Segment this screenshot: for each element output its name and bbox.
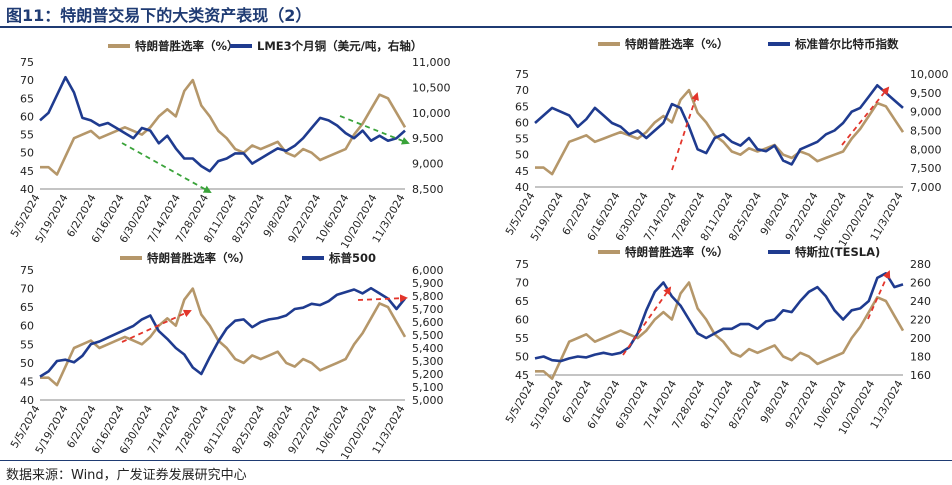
y-left-tick-label: 75 [20,264,34,277]
trend-arrow-red [841,86,890,146]
y-right-tick-label: 280 [910,258,931,271]
trend-arrow-green [339,115,410,145]
y-right-tick-label: 240 [910,295,931,308]
y-left-tick-label: 60 [20,320,34,333]
y-left-tick-label: 50 [515,351,529,364]
y-right-tick-label: 7,500 [910,162,942,175]
y-left-tick-label: 60 [515,314,529,327]
series-line-trump-odds [40,287,407,387]
y-left-tick-label: 65 [515,295,529,308]
y-right-tick-label: 6,000 [412,264,444,277]
legend-label: 特朗普胜选率（%） [625,37,729,51]
series-line-trump-odds [40,78,407,176]
y-right-tick-label: 5,600 [412,316,444,329]
y-right-tick-label: 8,500 [910,125,942,138]
y-left-tick-label: 70 [515,277,529,290]
y-left-tick-label: 40 [20,394,34,407]
trend-arrow-red [622,286,672,356]
title-rule [0,26,952,28]
series-line-asset [534,271,904,363]
y-left-tick-label: 50 [515,149,529,162]
y-left-tick-label: 65 [20,301,34,314]
y-right-tick-label: 10,500 [412,81,451,94]
y-right-tick-label: 8,000 [910,143,942,156]
y-left-tick-label: 40 [515,181,529,194]
source-rule [0,460,952,461]
y-right-tick-label: 9,500 [910,87,942,100]
y-right-tick-label: 5,000 [412,394,444,407]
y-right-tick-label: 7,000 [910,181,942,194]
series-line-trump-odds [535,88,905,176]
y-left-tick-label: 70 [20,283,34,296]
y-right-tick-label: 5,500 [412,329,444,342]
y-left-tick-label: 65 [20,92,34,105]
y-left-tick-label: 45 [20,165,34,178]
figure-title: 图11：特朗普交易下的大类资产表现（2） [6,6,312,25]
y-left-tick-label: 70 [20,74,34,87]
y-right-tick-label: 5,700 [412,303,444,316]
y-left-tick-label: 45 [515,369,529,382]
legend-label: 特朗普胜选率（%） [147,251,251,265]
y-right-tick-label: 8,500 [412,183,444,196]
y-right-tick-label: 260 [910,277,931,290]
y-right-tick-label: 10,000 [910,68,949,81]
series-line-asset [39,75,406,173]
y-left-tick-label: 75 [515,68,529,81]
legend-label: LME3个月铜（美元/吨，右轴） [257,39,422,53]
y-left-tick-label: 45 [20,375,34,388]
y-left-tick-label: 60 [20,110,34,123]
y-left-tick-label: 60 [515,116,529,129]
y-left-tick-label: 65 [515,100,529,113]
y-left-tick-label: 45 [515,165,529,178]
source-note: 数据来源：Wind，广发证券发展研究中心 [6,468,247,483]
y-right-tick-label: 220 [910,314,931,327]
y-left-tick-label: 55 [20,129,34,142]
y-right-tick-label: 9,500 [412,132,444,145]
trend-arrow-red [671,92,699,171]
y-right-tick-label: 5,300 [412,355,444,368]
trend-arrow-red [121,309,192,343]
y-left-tick-label: 40 [20,183,34,196]
y-right-tick-label: 9,000 [910,106,942,119]
series-line-trump-odds [535,281,905,381]
trend-arrow-red [357,294,408,303]
legend-label: 标普500 [328,251,376,265]
legend-label: 特朗普胜选率（%） [625,245,729,259]
y-left-tick-label: 55 [515,133,529,146]
y-right-tick-label: 160 [910,369,931,382]
legend-label: 特朗普胜选率（%） [135,39,239,53]
y-left-tick-label: 50 [20,357,34,370]
y-left-tick-label: 55 [515,332,529,345]
y-right-tick-label: 5,100 [412,381,444,394]
legend-label: 特斯拉(TESLA) [795,245,880,259]
y-right-tick-label: 11,000 [412,56,451,69]
chart-tesla: 455055606570751601802002202402602805/5/2… [504,245,931,437]
y-right-tick-label: 10,000 [412,107,451,120]
y-left-tick-label: 50 [20,147,34,160]
y-right-tick-label: 200 [910,332,931,345]
y-right-tick-label: 5,200 [412,368,444,381]
chart-sp500: 40 45 50 55 60 65 70 75 5,0005,1005,2005,3005,40… [9,251,444,462]
chart-copper: 40 45 50 55 60 65 70 75 8,500 9,000 9,500 10,000 10,… [9,39,451,251]
trend-arrow-green [121,142,212,193]
legend-label: 标准普尔比特币指数 [794,37,899,51]
y-right-tick-label: 9,000 [412,158,444,171]
y-left-tick-label: 75 [515,258,529,271]
y-left-tick-label: 75 [20,56,34,69]
y-right-tick-label: 5,400 [412,342,444,355]
y-right-tick-label: 5,900 [412,277,444,290]
y-right-tick-label: 5,800 [412,290,444,303]
y-left-tick-label: 70 [515,84,529,97]
chart-bitcoin: 40 45 50 55 60 65 70 75 7,000 7,500 8,000 8,500 9,00… [504,37,949,249]
series-line-asset [534,84,904,166]
series-line-asset [39,286,407,378]
y-left-tick-label: 55 [20,338,34,351]
y-right-tick-label: 180 [910,351,931,364]
